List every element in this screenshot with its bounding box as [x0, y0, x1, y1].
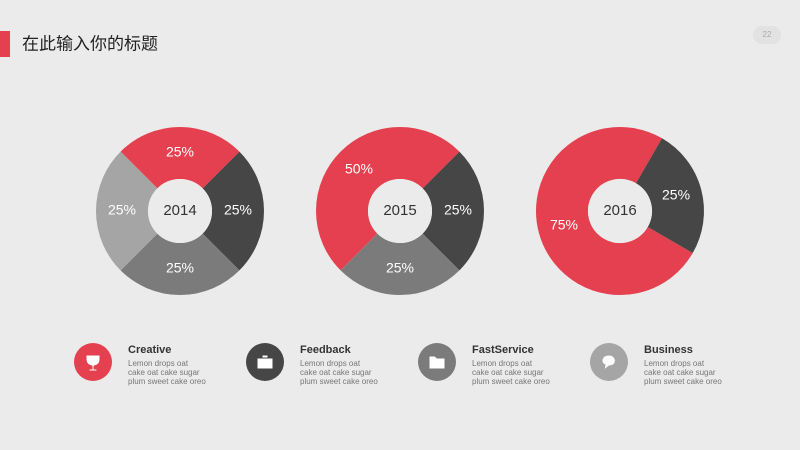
- donut-center-label: 2016: [603, 202, 636, 219]
- page-number: 22: [763, 30, 772, 39]
- feature-title: FastService: [472, 344, 534, 356]
- feature-icon: [256, 354, 274, 370]
- donut-segment: [120, 127, 240, 190]
- donut-segment: [96, 151, 159, 271]
- feature-icon: [601, 354, 616, 372]
- feature-title: Creative: [128, 344, 171, 356]
- feature-text: cake oat cake sugar: [472, 368, 544, 377]
- feature-text: plum sweet cake oreo: [128, 377, 206, 386]
- feature-text: Lemon drops oat: [472, 359, 533, 368]
- feature-icon: [85, 354, 101, 372]
- feature-text: plum sweet cake oreo: [472, 377, 550, 386]
- donut-segment: [536, 127, 693, 295]
- feature-icon: [428, 355, 446, 370]
- segment-label: 25%: [166, 260, 194, 276]
- donut-hole: [368, 179, 432, 243]
- feature-text: cake oat cake sugar: [128, 368, 200, 377]
- donut-hole: [148, 179, 212, 243]
- segment-label: 25%: [444, 202, 472, 218]
- donut-segment: [201, 151, 264, 271]
- slide-title: 在此输入你的标题: [22, 34, 158, 53]
- donut-center-label: 2014: [163, 202, 196, 219]
- segment-label: 75%: [550, 217, 578, 233]
- title-accent: [0, 31, 10, 57]
- segment-label: 25%: [166, 144, 194, 160]
- page-badge: [753, 26, 781, 44]
- donut-segment: [421, 151, 484, 271]
- segment-label: 25%: [662, 187, 690, 203]
- donut-segment: [340, 232, 460, 295]
- donut-segment: [634, 138, 704, 253]
- feature-text: plum sweet cake oreo: [300, 377, 378, 386]
- feature-text: Lemon drops oat: [128, 359, 189, 368]
- segment-label: 25%: [224, 202, 252, 218]
- segment-label: 25%: [386, 260, 414, 276]
- donut-hole: [588, 179, 652, 243]
- segment-label: 25%: [108, 202, 136, 218]
- feature-title: Feedback: [300, 344, 352, 356]
- donut-center-label: 2015: [383, 202, 416, 219]
- feature-text: plum sweet cake oreo: [644, 377, 722, 386]
- feature-text: Lemon drops oat: [644, 359, 705, 368]
- feature-text: cake oat cake sugar: [300, 368, 372, 377]
- feature-title: Business: [644, 344, 693, 356]
- donut-segment: [120, 232, 240, 295]
- feature-text: cake oat cake sugar: [644, 368, 716, 377]
- segment-label: 50%: [345, 161, 373, 177]
- donut-segment: [316, 127, 460, 271]
- feature-text: Lemon drops oat: [300, 359, 361, 368]
